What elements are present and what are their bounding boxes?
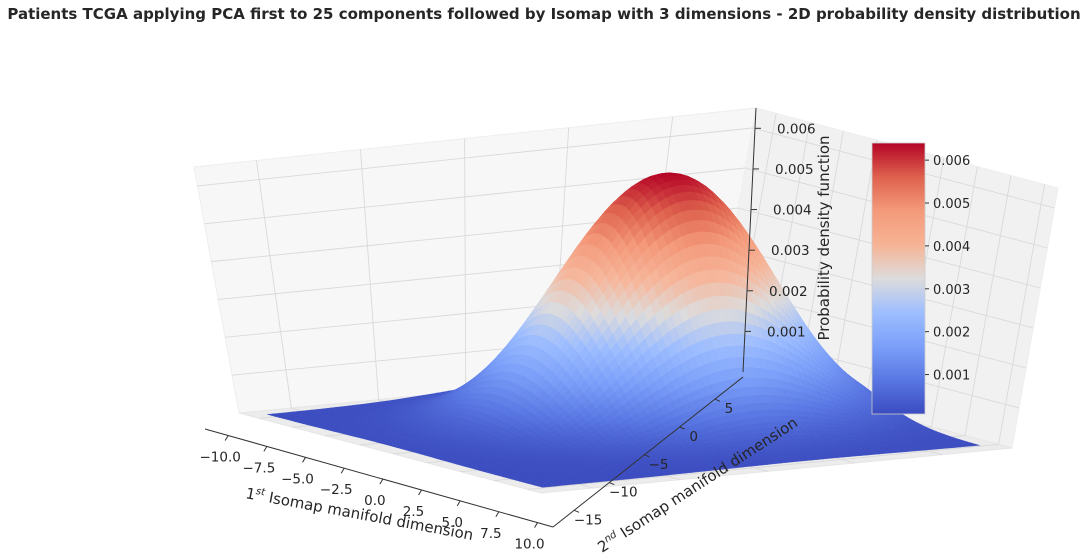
z-tick-label: 0.002 [769,284,808,300]
floor-gridline-x [527,443,999,490]
back-gridline-x [998,184,1046,445]
side-gridline-y [360,149,380,400]
x-tick-label: −10.0 [200,450,241,466]
colorbar-tick-label: 0.001 [933,369,970,384]
x-tick [224,435,229,441]
x-tick [495,511,500,518]
y-tick-label: −15 [574,512,603,528]
x-tick [456,500,461,507]
x-tick-label: 10.0 [514,537,544,553]
y-tick-label: −10 [609,485,638,501]
z-tick-label: 0.004 [773,203,812,219]
y-tick-label: −5 [649,457,669,473]
x-tick-label: −2.5 [320,482,353,498]
x-tick [418,489,422,496]
x-tick-label: −7.5 [243,460,276,476]
colorbar-gradient [871,142,926,415]
x-tick [263,446,268,452]
x-tick-label: −5.0 [281,471,314,487]
z-tick-label: 0.005 [775,162,814,178]
y-tick-label: 5 [725,401,734,417]
x-tick [302,457,306,463]
back-gridline-x [964,175,1012,436]
z-tick-label: 0.001 [767,324,806,340]
side-gridline-z [197,127,753,187]
back-gridline-x [830,139,878,401]
density-surface [267,172,980,488]
x-axis-label: 1st Isomap manifold dimension [244,484,474,544]
z-tick-label: 0.006 [777,121,816,137]
z-tick-label: 0.003 [771,243,810,259]
back-gridline-x [931,166,978,427]
x-tick-label: 7.5 [480,526,501,542]
z-axis-label: Probability density function [815,135,833,340]
y-tick-label: 0 [689,429,698,445]
x-tick [534,522,538,528]
x-tick [379,478,384,485]
side-gridline-y [464,138,467,392]
side-gridline-y [255,160,292,409]
x-tick [340,467,345,474]
chart-title: Patients TCGA applying PCA first to 25 c… [7,5,1080,23]
